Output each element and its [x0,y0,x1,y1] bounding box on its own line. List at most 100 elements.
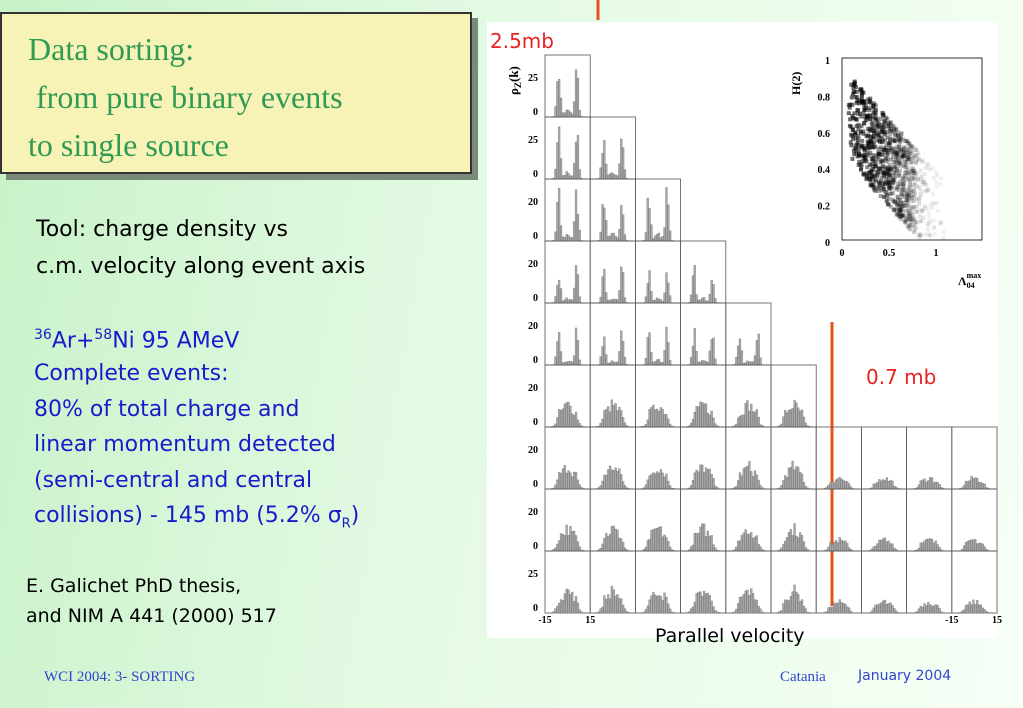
inset-point [898,138,903,143]
inset-point [932,201,937,206]
inset-point [856,134,861,139]
inset-point [862,155,867,160]
inset-point [899,213,904,218]
inset-point [878,178,883,183]
inset-point [880,110,885,115]
inset-point [866,170,871,175]
inset-point [900,201,905,206]
inset-point [886,178,891,183]
inset-point [927,232,932,237]
inset-point [902,138,907,143]
inset-point [876,184,881,189]
inset-point [890,136,895,141]
inset-point [877,152,882,157]
inset-point [880,188,885,193]
inset-point [881,131,886,136]
inset-point [895,194,900,199]
inset-point [921,178,926,183]
inset-point [873,163,878,168]
inset-point [889,123,894,128]
inset-point [866,146,871,151]
inset-point [865,114,870,119]
inset-point [911,193,916,198]
inset-frame [841,57,983,241]
inset-point [905,204,910,209]
inset-point [915,177,920,182]
inset-point [892,128,897,133]
inset-point [868,117,873,122]
inset-point [897,187,902,192]
inset-point [906,148,911,153]
histogram [682,401,724,428]
inset-point [891,178,896,183]
inset-point [871,182,876,187]
row-tick-label: 20 [528,197,538,208]
inset-point [913,153,918,158]
inset-point [913,160,918,165]
tool-line: c.m. velocity along event axis [36,254,366,279]
inset-x-tick: 0.5 [883,248,896,259]
inset-y-tick: 0.8 [818,92,831,103]
inset-point [907,217,912,222]
inset-point [888,138,893,143]
inset-point [897,207,902,212]
inset-point [920,209,925,214]
inset-point [907,151,912,156]
inset-point [888,180,893,185]
inset-point [900,176,905,181]
inset-point [896,148,901,153]
inset-x-sup: max [967,271,982,280]
inset-point [881,195,886,200]
inset-point [862,121,867,126]
inset-point [872,187,877,192]
inset-point [895,198,900,203]
inset-point [876,134,881,139]
inset-point [905,191,910,196]
inset-point [878,181,883,186]
inset-point [879,136,884,141]
inset-point [901,163,906,168]
inset-point [862,114,867,119]
inset-point [869,170,874,175]
inset-point [896,213,901,218]
inset-point [884,179,889,184]
inset-point [911,169,916,174]
inset-point [882,194,887,199]
inset-point [856,122,861,127]
inset-point [871,155,876,160]
inset-point [911,156,916,161]
inset-point [895,133,900,138]
inset-point [912,223,917,228]
inset-point [866,97,871,102]
inset-point [906,140,911,145]
inset-point [876,124,881,129]
inset-point [912,186,917,191]
inset-point [887,180,892,185]
inset-point [876,154,881,159]
inset-point [887,146,892,151]
title-line: from pure binary events [28,79,343,115]
inset-point [895,156,900,161]
inset-point [914,197,919,202]
inset-point [900,153,905,158]
inset-point [911,171,916,176]
inset-point [894,150,899,155]
inset-point [906,191,911,196]
inset-point [862,172,867,177]
inset-point [891,199,896,204]
inset-point [894,167,899,172]
inset-point [881,126,886,131]
inset-point [931,218,936,223]
inset-point [875,119,880,124]
inset-point [886,148,891,153]
inset-point [903,220,908,225]
inset-point [887,142,892,147]
inset-point [899,213,904,218]
inset-point [908,180,913,185]
inset-point [882,131,887,136]
inset-point [907,213,912,218]
inset-point [920,158,925,163]
inset-point [873,161,878,166]
inset-point [857,101,862,106]
inset-point [891,177,896,182]
